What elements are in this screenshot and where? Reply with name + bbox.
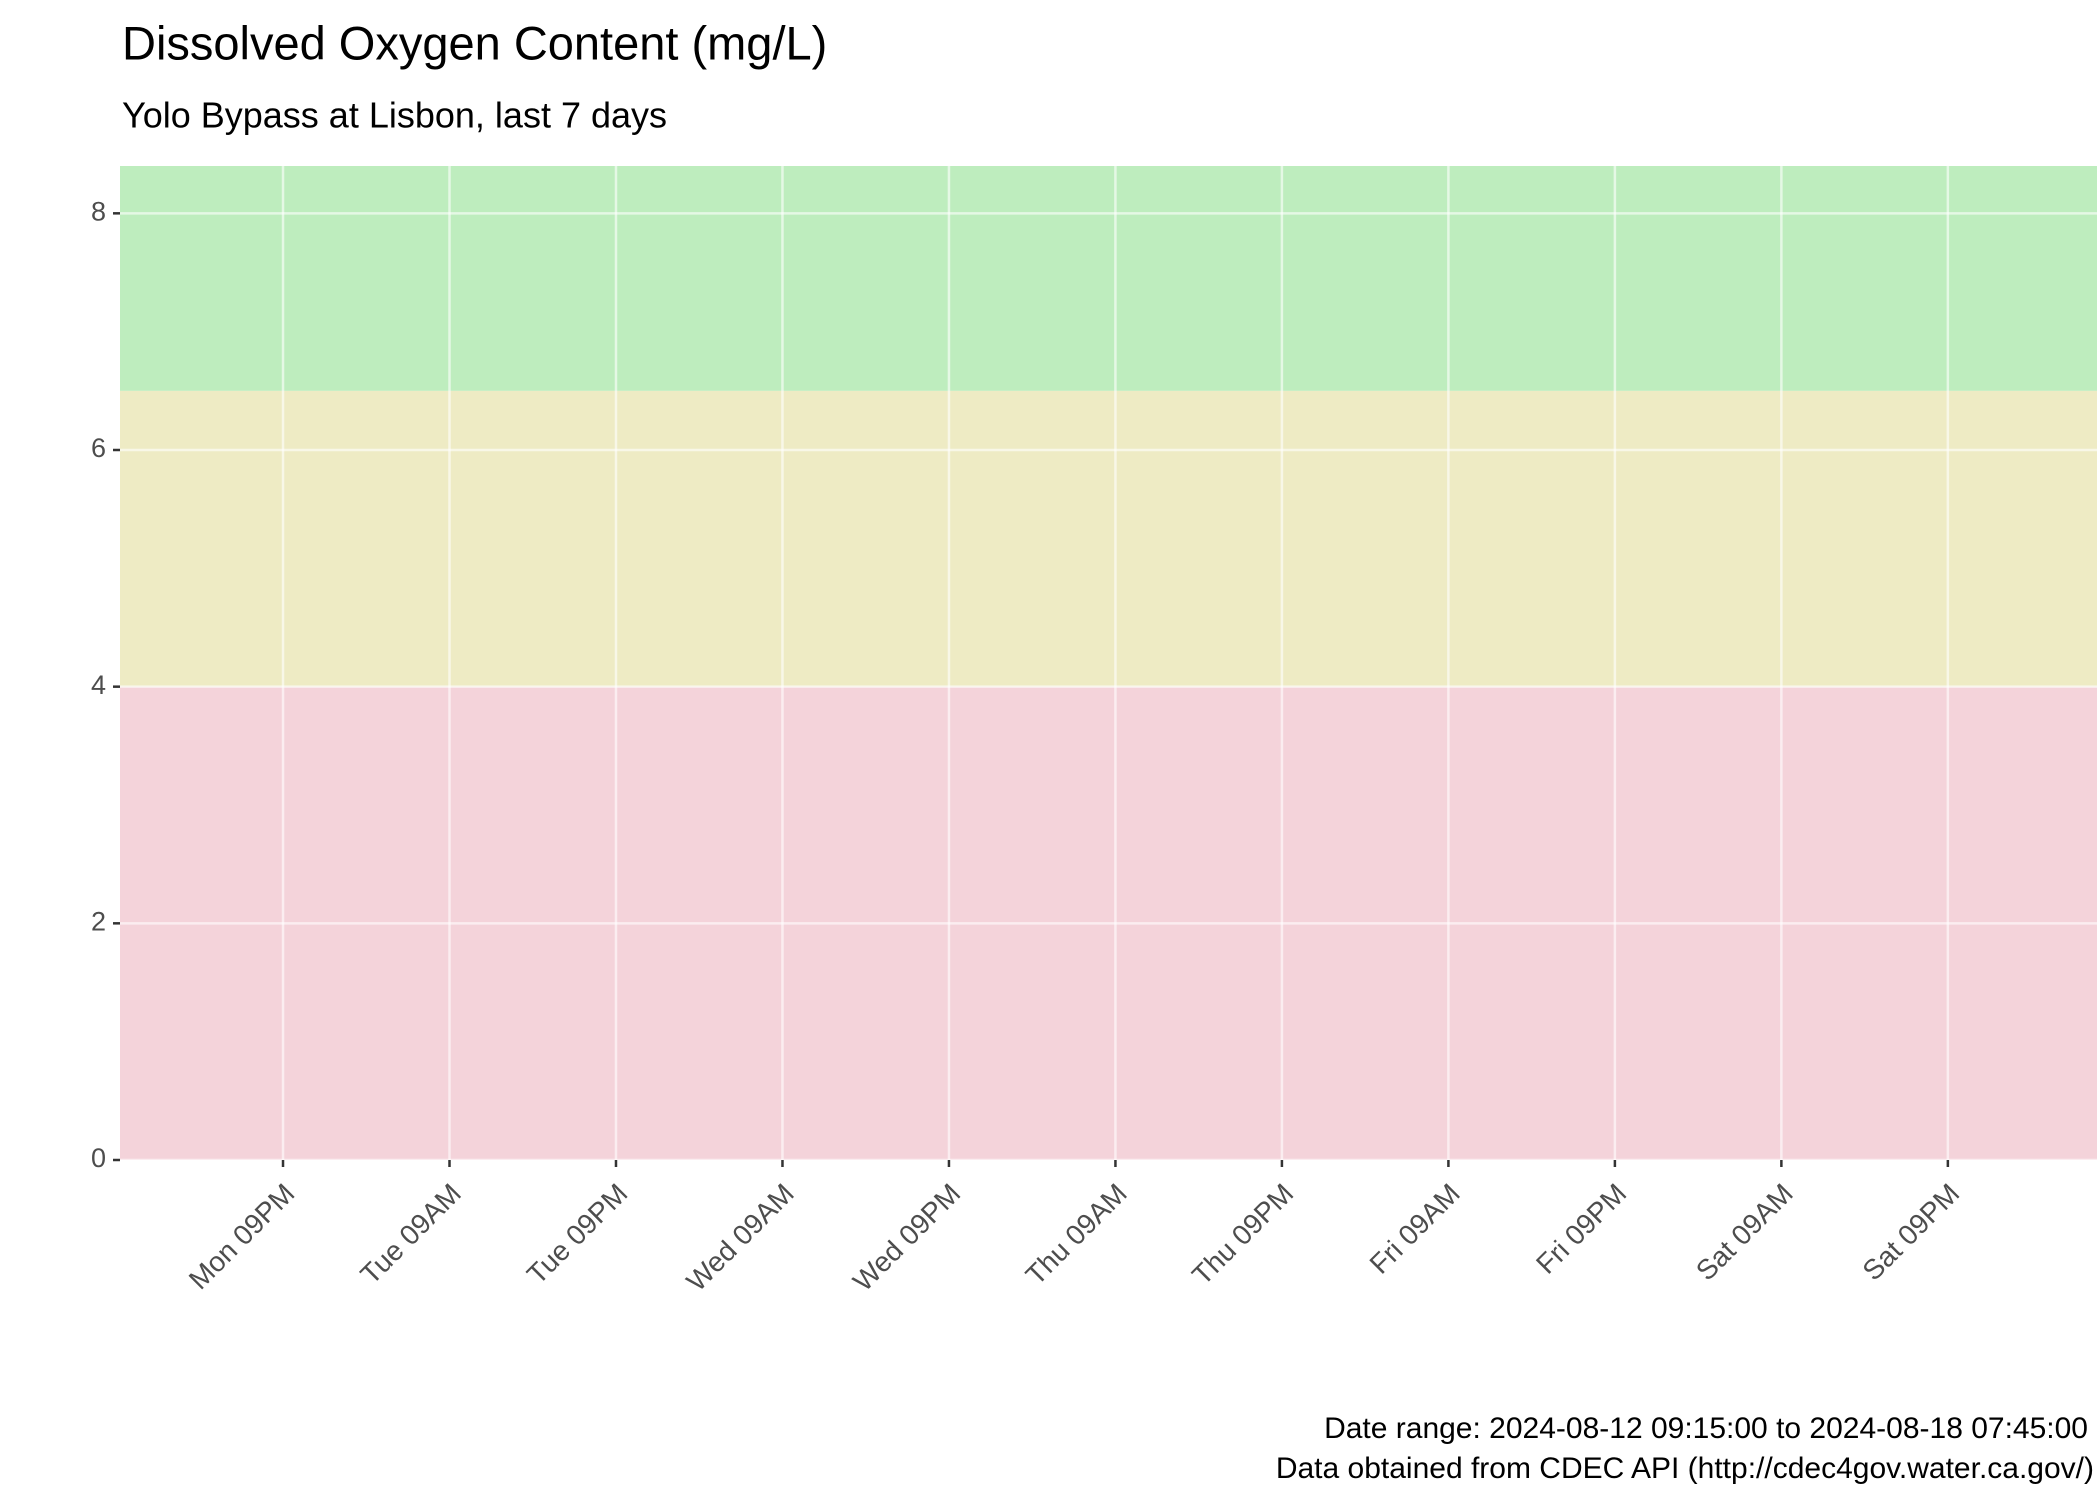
x-tick-label: Fri 09PM bbox=[1530, 1178, 1632, 1280]
x-tick-label: Thu 09AM bbox=[1020, 1178, 1133, 1291]
caption: Date range: 2024-08-12 09:15:00 to 2024-… bbox=[1324, 1412, 2088, 1445]
x-tick-label: Fri 09AM bbox=[1364, 1178, 1466, 1280]
x-tick-label: Mon 09PM bbox=[183, 1178, 301, 1296]
x-tick-label: Wed 09AM bbox=[680, 1178, 800, 1298]
x-tick-label: Sat 09PM bbox=[1856, 1178, 1965, 1287]
y-tick-label: 0 bbox=[91, 1143, 106, 1173]
chart-subtitle: Yolo Bypass at Lisbon, last 7 days bbox=[122, 95, 667, 136]
x-tick-label: Tue 09AM bbox=[354, 1178, 467, 1291]
y-tick-label: 8 bbox=[91, 196, 106, 226]
y-tick-label: 4 bbox=[91, 670, 106, 700]
x-tick-label: Thu 09PM bbox=[1186, 1178, 1299, 1291]
chart-title: Dissolved Oxygen Content (mg/L) bbox=[122, 16, 827, 69]
y-tick-label: 6 bbox=[91, 433, 106, 463]
threshold-band bbox=[120, 166, 2097, 391]
x-tick-label: Wed 09PM bbox=[847, 1178, 967, 1298]
threshold-band bbox=[120, 390, 2097, 687]
x-tick-label: Tue 09PM bbox=[521, 1178, 634, 1291]
caption: Data obtained from CDEC API (http://cdec… bbox=[1276, 1452, 2094, 1485]
y-tick-label: 2 bbox=[91, 906, 106, 936]
x-tick-label: Sat 09AM bbox=[1690, 1178, 1799, 1287]
